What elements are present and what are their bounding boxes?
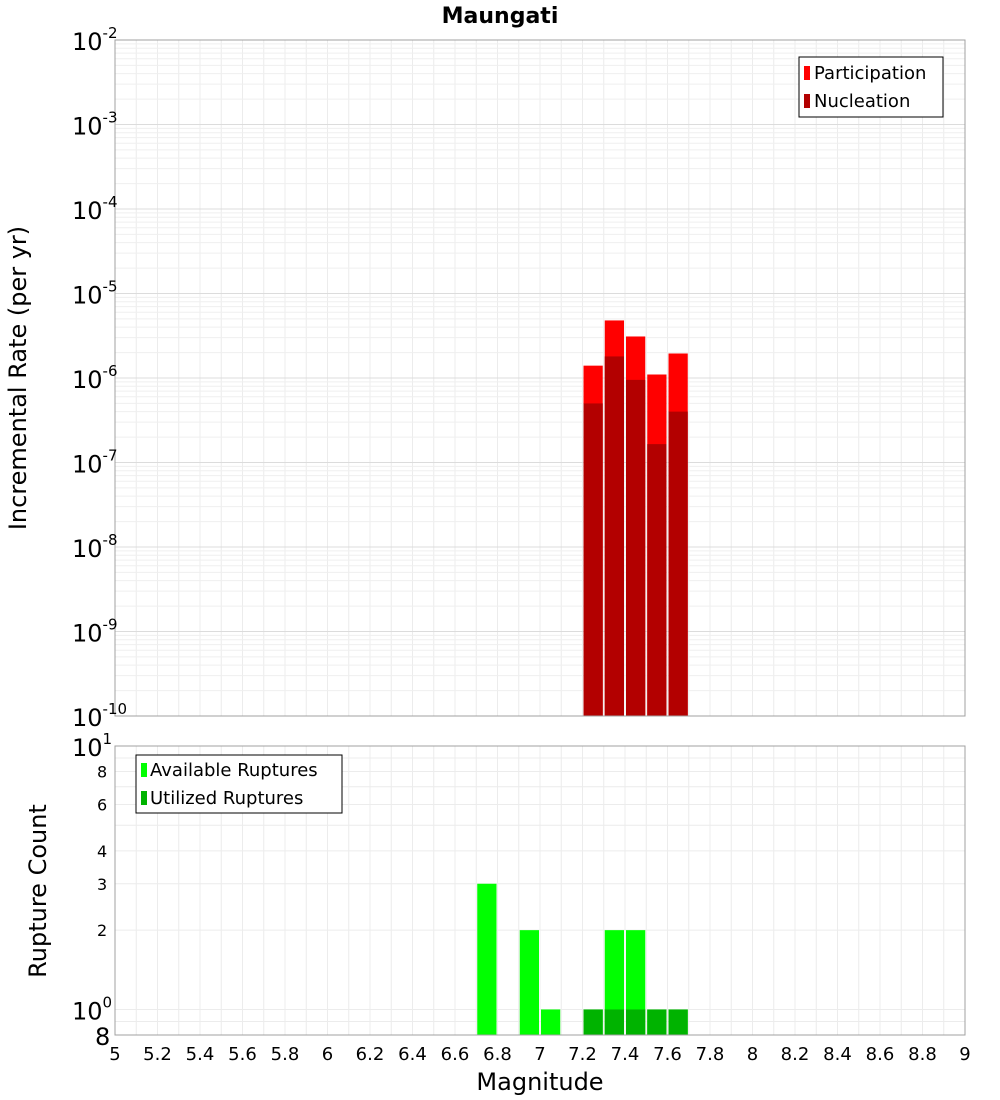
x-tick-label: 8.6 — [866, 1044, 895, 1065]
bottom-y-tick-label: 101 — [72, 730, 112, 762]
available-ruptures-bar — [626, 930, 646, 1035]
legend-swatch-participation — [804, 66, 810, 80]
utilized-ruptures-bar — [626, 1009, 646, 1035]
legend-label-participation: Participation — [814, 63, 926, 84]
top-plot-border — [114, 39, 966, 717]
utilized-ruptures-bar — [647, 1009, 667, 1035]
bottom-y-tick-label: 4 — [97, 842, 107, 861]
x-tick-label: 7 — [534, 1044, 545, 1065]
legend-label-available: Available Ruptures — [150, 760, 318, 781]
x-tick-label: 5 — [109, 1044, 120, 1065]
top-y-tick-label: 10-10 — [72, 700, 127, 732]
bottom-y-tick-label: 6 — [97, 795, 107, 814]
top-y-axis-label: Incremental Rate (per yr) — [4, 226, 32, 530]
bottom-y-tick-label: 2 — [97, 921, 107, 940]
top-plot-area: 10-10 10-9 10-8 10-7 10-6 10-5 10-4 10-3 10-2 Pa… — [72, 24, 966, 732]
nucleation-bar — [668, 411, 688, 716]
top-y-ticks: 10-10 10-9 10-8 10-7 10-6 10-5 10-4 10-3 10-2 — [72, 24, 127, 732]
top-y-tick-label: 10-3 — [72, 109, 118, 141]
x-tick-label: 6 — [322, 1044, 333, 1065]
x-tick-label: 5.8 — [271, 1044, 300, 1065]
nucleation-bar — [604, 356, 624, 716]
bottom-y-tick-label: 8 — [95, 1023, 110, 1051]
bottom-bars — [477, 883, 688, 1035]
top-gridlines — [114, 40, 966, 717]
legend-swatch-nucleation — [804, 94, 810, 108]
x-tick-label: 6.8 — [483, 1044, 512, 1065]
x-tick-label: 8 — [747, 1044, 758, 1065]
top-y-tick-label: 10-7 — [72, 447, 118, 479]
legend-swatch-available — [141, 763, 147, 777]
bottom-y-tick-label: 100 — [72, 993, 112, 1025]
x-tick-label: 5.6 — [228, 1044, 257, 1065]
available-ruptures-bar — [519, 930, 539, 1035]
x-tick-label: 6.4 — [398, 1044, 427, 1065]
x-tick-label: 7.2 — [568, 1044, 597, 1065]
available-ruptures-bar — [604, 930, 624, 1035]
x-tick-label: 7.8 — [696, 1044, 725, 1065]
nucleation-bar — [583, 403, 603, 716]
chart-title: Maungati — [442, 4, 559, 29]
x-tick-label: 6.2 — [356, 1044, 385, 1065]
nucleation-bar — [626, 379, 646, 716]
bottom-y-tick-label: 8 — [97, 763, 107, 782]
top-y-tick-label: 10-6 — [72, 362, 118, 394]
x-ticks: 5 5.2 5.4 5.6 5.8 6 6.2 6.4 6.6 6.8 7 7.2 7.4 7.6 7.8 8… — [109, 1044, 970, 1065]
legend-label-nucleation: Nucleation — [814, 91, 910, 112]
top-y-tick-label: 10-5 — [72, 278, 118, 310]
utilized-ruptures-bar — [668, 1009, 688, 1035]
legend-swatch-utilized — [141, 791, 147, 805]
top-legend: Participation Nucleation — [798, 56, 944, 118]
x-tick-label: 8.8 — [908, 1044, 937, 1065]
nucleation-bar — [647, 444, 667, 716]
x-tick-label: 6.6 — [441, 1044, 470, 1065]
top-legend-box — [798, 56, 944, 118]
bottom-plot-border — [114, 745, 966, 1036]
top-y-tick-label: 10-2 — [72, 24, 118, 56]
x-axis-label: Magnitude — [476, 1068, 603, 1096]
x-tick-label: 5.2 — [143, 1044, 172, 1065]
top-y-tick-label: 10-8 — [72, 531, 118, 563]
x-tick-label: 8.2 — [781, 1044, 810, 1065]
x-tick-label: 7.4 — [611, 1044, 640, 1065]
top-y-tick-label: 10-4 — [72, 193, 118, 225]
top-y-tick-label: 10-9 — [72, 616, 118, 648]
bottom-legend-box — [135, 754, 343, 814]
bottom-y-tick-label: 3 — [97, 875, 107, 894]
bottom-legend: Available Ruptures Utilized Ruptures — [135, 754, 343, 814]
utilized-ruptures-bar — [604, 1009, 624, 1035]
x-tick-label: 9 — [959, 1044, 970, 1065]
x-tick-label: 5.4 — [186, 1044, 215, 1065]
x-tick-label: 8.4 — [823, 1044, 852, 1065]
utilized-ruptures-bar — [583, 1009, 603, 1035]
top-bars — [583, 320, 688, 716]
available-ruptures-bar — [477, 883, 497, 1035]
legend-label-utilized: Utilized Ruptures — [150, 788, 303, 809]
bottom-y-axis-label: Rupture Count — [24, 804, 52, 978]
x-tick-label: 7.6 — [653, 1044, 682, 1065]
available-ruptures-bar — [541, 1009, 561, 1035]
